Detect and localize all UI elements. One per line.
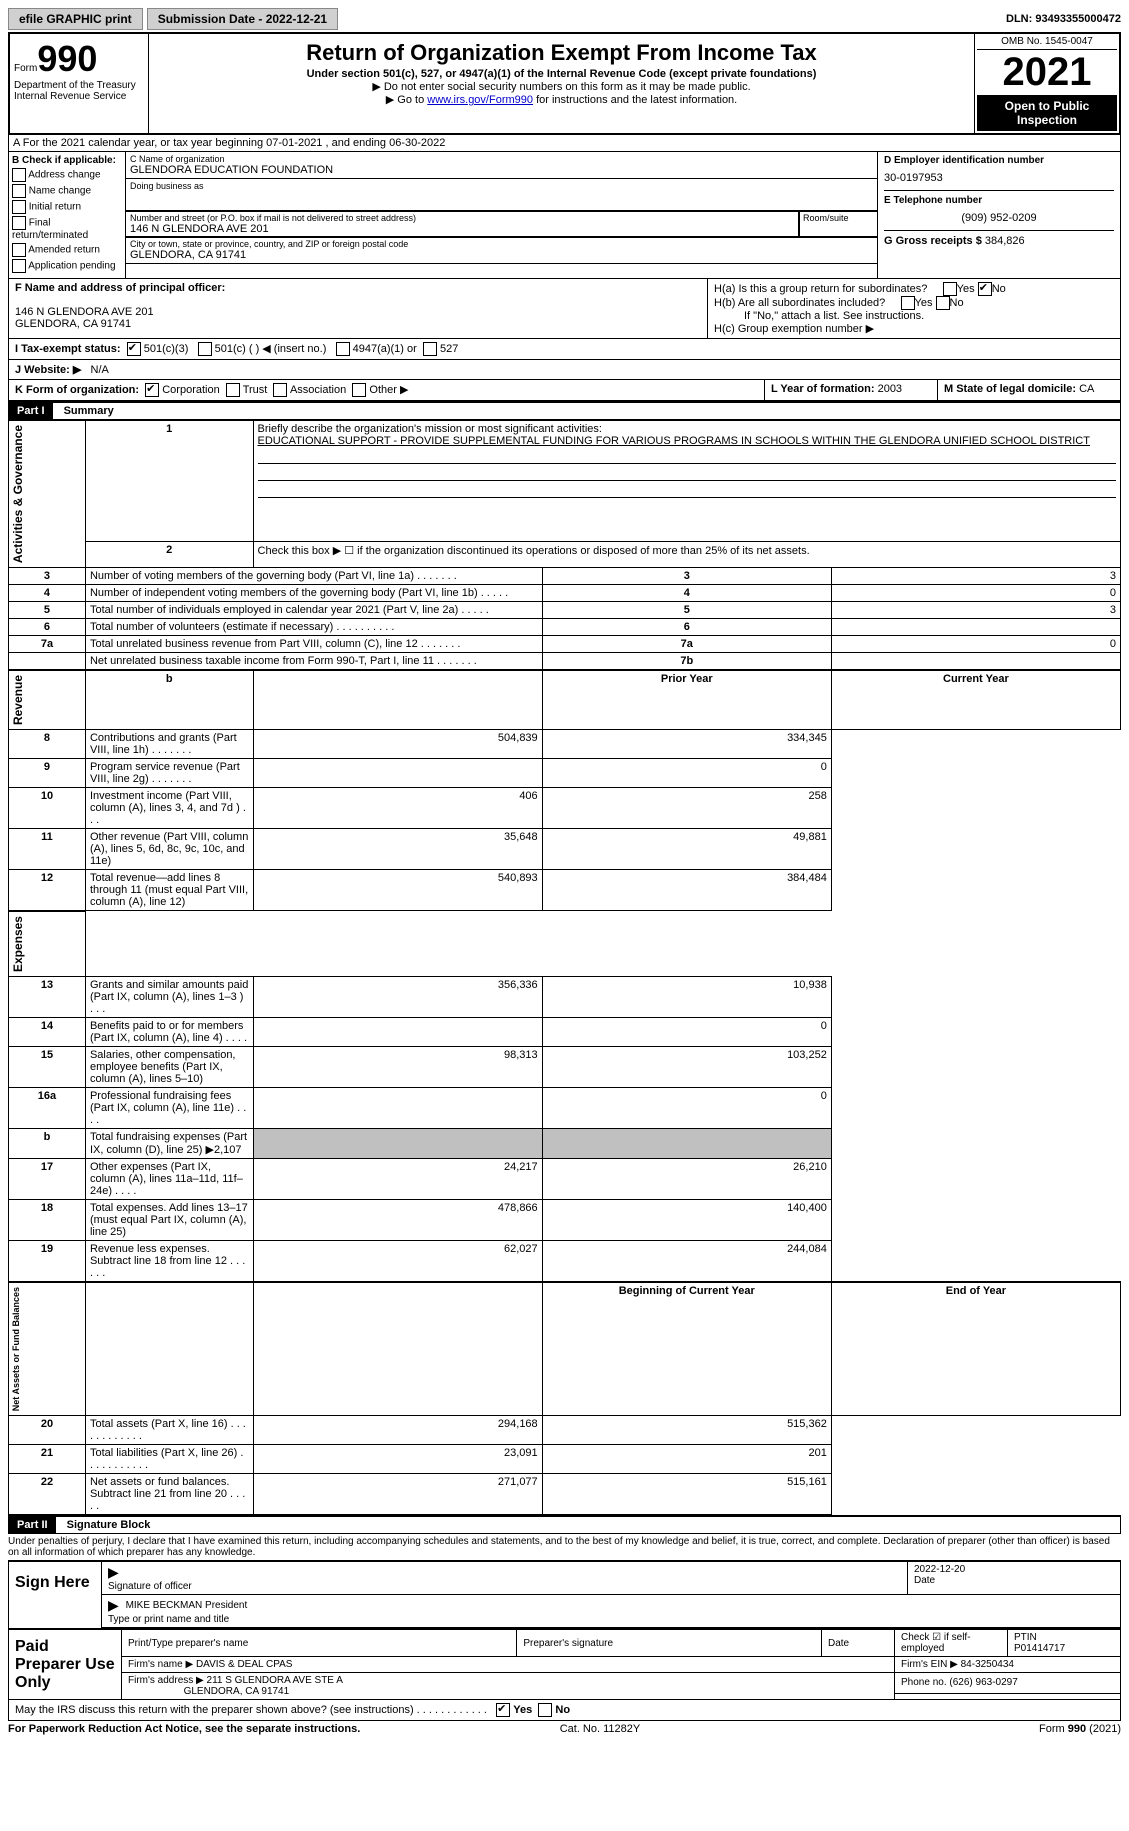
website: N/A xyxy=(91,364,109,376)
department: Department of the Treasury Internal Reve… xyxy=(14,80,144,102)
row-a: A For the 2021 calendar year, or tax yea… xyxy=(9,135,1120,152)
prep-phone: (626) 963-0297 xyxy=(949,1677,1017,1688)
ein: 30-0197953 xyxy=(884,166,1114,190)
efile-button[interactable]: efile GRAPHIC print xyxy=(8,8,143,30)
perjury-declaration: Under penalties of perjury, I declare th… xyxy=(8,1534,1121,1560)
sign-here-block: Sign Here Signature of officer 2022-12-2… xyxy=(8,1560,1121,1629)
note2: ▶ Go to www.irs.gov/Form990 for instruct… xyxy=(153,93,970,106)
box-b: B Check if applicable: Address change Na… xyxy=(9,152,126,278)
open-public: Open to Public Inspection xyxy=(977,95,1117,131)
box-d-e-g: D Employer identification number 30-0197… xyxy=(877,152,1120,278)
form-number: 990 xyxy=(37,38,97,79)
firm-ein: 84-3250434 xyxy=(961,1659,1014,1670)
summary-table: Activities & Governance 1 Briefly descri… xyxy=(8,420,1121,1515)
discuss-row: May the IRS discuss this return with the… xyxy=(8,1700,1121,1721)
ptin: P01414717 xyxy=(1014,1643,1065,1654)
firm-name: DAVIS & DEAL CPAS xyxy=(196,1659,293,1670)
paid-preparer-block: Paid Preparer Use Only Print/Type prepar… xyxy=(8,1629,1121,1700)
note1: ▶ Do not enter social security numbers o… xyxy=(153,80,970,93)
top-bar: efile GRAPHIC print Submission Date - 20… xyxy=(8,8,1121,30)
dln: DLN: 93493355000472 xyxy=(1006,13,1121,25)
part2-header: Part II xyxy=(9,1517,56,1533)
omb: OMB No. 1545-0047 xyxy=(977,36,1117,50)
box-c: C Name of organization GLENDORA EDUCATIO… xyxy=(126,152,877,278)
city: GLENDORA, CA 91741 xyxy=(130,249,873,261)
phone: (909) 952-0209 xyxy=(884,206,1114,230)
mission: EDUCATIONAL SUPPORT - PROVIDE SUPPLEMENT… xyxy=(258,435,1090,447)
form-subtitle: Under section 501(c), 527, or 4947(a)(1)… xyxy=(153,68,970,80)
domicile-state: CA xyxy=(1079,383,1094,395)
street: 146 N GLENDORA AVE 201 xyxy=(130,223,795,235)
footer: For Paperwork Reduction Act Notice, see … xyxy=(8,1721,1121,1735)
year-formed: 2003 xyxy=(878,383,902,395)
part1-header: Part I xyxy=(9,403,53,419)
form-header: Form990 Department of the Treasury Inter… xyxy=(8,32,1121,135)
submission-date-button[interactable]: Submission Date - 2022-12-21 xyxy=(147,8,338,30)
gross-receipts: 384,826 xyxy=(985,235,1025,247)
form-label: Form xyxy=(14,63,37,74)
org-name: GLENDORA EDUCATION FOUNDATION xyxy=(130,164,873,176)
officer-name: MIKE BECKMAN President xyxy=(126,1600,248,1611)
form-title: Return of Organization Exempt From Incom… xyxy=(153,40,970,66)
tax-year: 2021 xyxy=(977,50,1117,95)
irs-link[interactable]: www.irs.gov/Form990 xyxy=(427,94,533,106)
